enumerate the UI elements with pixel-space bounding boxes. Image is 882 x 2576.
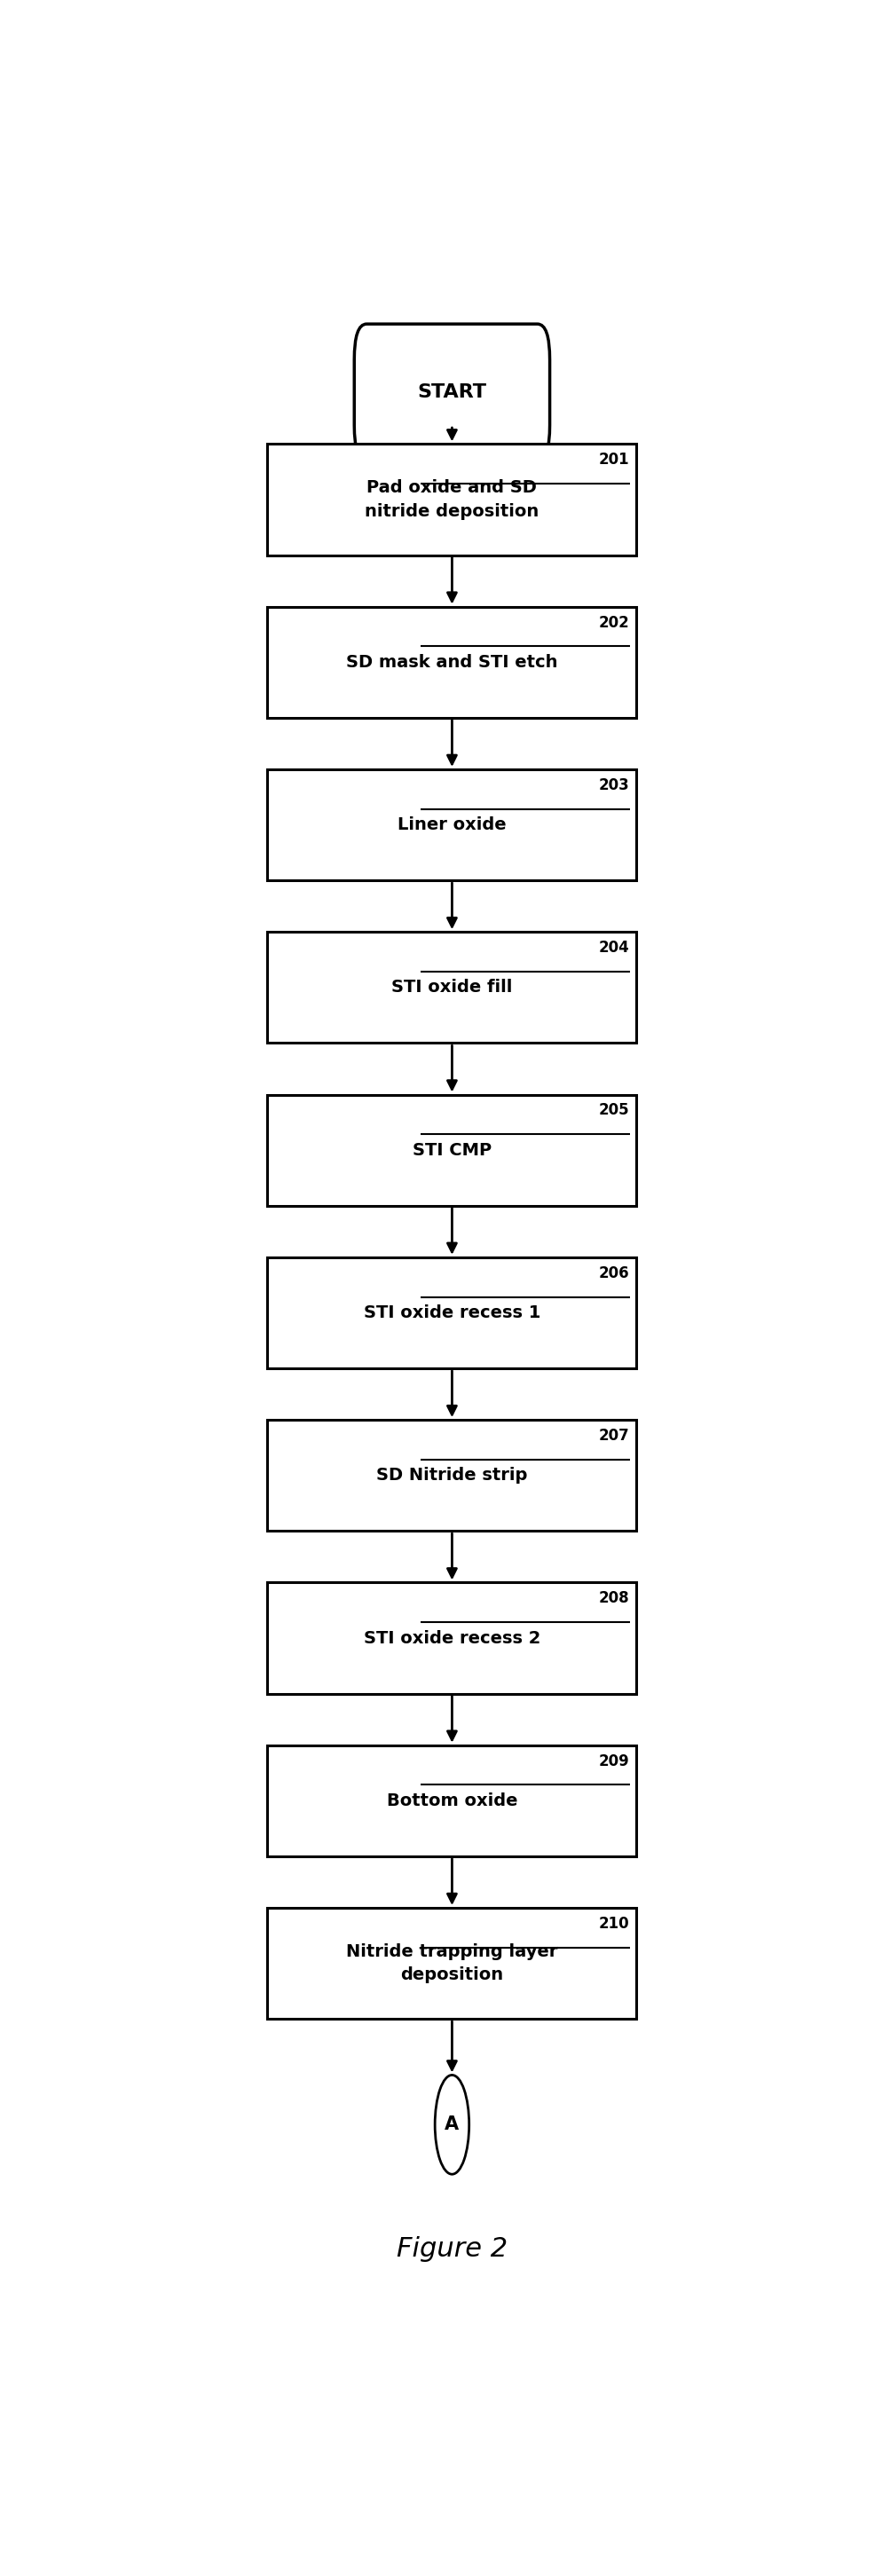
Text: Nitride trapping layer
deposition: Nitride trapping layer deposition <box>347 1942 557 1984</box>
Text: SD mask and STI etch: SD mask and STI etch <box>347 654 557 670</box>
Bar <box>267 1419 637 1530</box>
Bar <box>267 1257 637 1368</box>
Circle shape <box>435 2076 469 2174</box>
Bar <box>267 1095 637 1206</box>
Bar <box>267 1909 637 2020</box>
Text: 210: 210 <box>599 1917 630 1932</box>
Text: 205: 205 <box>599 1103 630 1118</box>
Text: 206: 206 <box>599 1265 630 1280</box>
Text: 209: 209 <box>599 1754 630 1770</box>
Text: 202: 202 <box>599 616 630 631</box>
Bar <box>267 1582 637 1692</box>
Text: STI oxide recess 1: STI oxide recess 1 <box>363 1303 541 1321</box>
Bar <box>267 1744 637 1857</box>
Bar <box>267 933 637 1043</box>
Text: STI oxide fill: STI oxide fill <box>392 979 512 997</box>
Text: STI oxide recess 2: STI oxide recess 2 <box>363 1631 541 1646</box>
Text: 203: 203 <box>599 778 630 793</box>
Text: Bottom oxide: Bottom oxide <box>386 1793 518 1808</box>
Bar <box>267 443 637 554</box>
Text: Liner oxide: Liner oxide <box>398 817 506 832</box>
Text: Pad oxide and SD
nitride deposition: Pad oxide and SD nitride deposition <box>365 479 539 520</box>
Text: 208: 208 <box>599 1589 630 1607</box>
Text: 201: 201 <box>599 451 630 469</box>
Text: START: START <box>417 384 487 402</box>
Bar <box>267 770 637 881</box>
Bar <box>267 605 637 719</box>
Text: 207: 207 <box>599 1427 630 1443</box>
Text: STI CMP: STI CMP <box>413 1141 491 1159</box>
Text: A: A <box>445 2115 460 2133</box>
Text: 204: 204 <box>599 940 630 956</box>
FancyBboxPatch shape <box>355 325 549 461</box>
Text: SD Nitride strip: SD Nitride strip <box>377 1466 527 1484</box>
Text: Figure 2: Figure 2 <box>397 2236 507 2262</box>
